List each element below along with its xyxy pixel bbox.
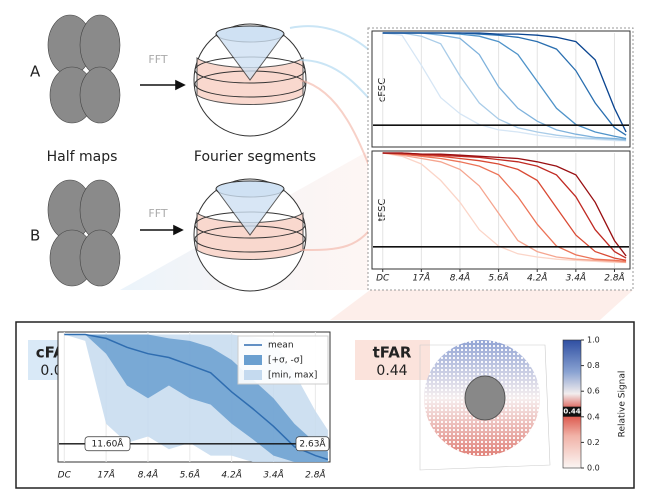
x-tick-label: 3.4Å — [263, 469, 283, 481]
fft-label: FFT — [148, 53, 167, 66]
legend-swatch — [244, 355, 262, 365]
colorbar-tick-label: 0.4 — [587, 412, 600, 421]
colorbar-tick-label: 0.8 — [587, 361, 600, 370]
tfar-title: tFAR — [373, 344, 412, 362]
fsc-curve — [382, 152, 627, 264]
annotation-box — [295, 436, 330, 452]
x-tick-label: 2.8Å — [604, 272, 624, 284]
tfar-sphere — [419, 340, 551, 471]
x-tick-label: 5.6Å — [180, 469, 200, 481]
legend-swatch — [244, 370, 262, 380]
fsc-curve — [382, 152, 627, 263]
x-tick-label: DC — [376, 274, 390, 284]
colorbar-tick-label: 0.6 — [587, 387, 600, 396]
caption: Fourier segments — [194, 149, 316, 165]
fft-label: FFT — [148, 207, 167, 220]
legend-label: mean — [268, 341, 294, 351]
x-tick-label: 17Å — [413, 272, 431, 284]
colorbar-tick-label: 1.0 — [587, 336, 600, 345]
x-tick-label: 8.4Å — [138, 469, 158, 481]
row-label: B — [30, 227, 40, 245]
beam — [330, 290, 633, 320]
fsc-curve — [382, 152, 627, 257]
annotation: 11.60Å — [92, 437, 125, 449]
colorbar-tick-label: 0.2 — [587, 438, 600, 447]
colorbar-label: Relative Signal — [618, 371, 628, 438]
colorbar — [562, 339, 582, 469]
x-tick-label: 3.4Å — [566, 272, 586, 284]
fsc-curve — [382, 152, 627, 261]
x-tick-label: 5.6Å — [488, 272, 508, 284]
fsc-curve — [382, 32, 627, 142]
row-label: A — [30, 63, 41, 81]
fsc-curve — [382, 32, 627, 142]
tfar-value: 0.44 — [376, 363, 407, 379]
tfar-box — [355, 340, 430, 380]
colorbar-marker — [563, 406, 581, 417]
half-map — [47, 14, 121, 287]
colorbar-marker-label: 0.44 — [563, 408, 580, 416]
arrows — [140, 79, 186, 236]
x-tick-label: 2.8Å — [305, 469, 325, 481]
x-tick-label: 4.2Å — [221, 469, 241, 481]
fsc-curve — [382, 152, 627, 264]
legend-label: [min, max] — [268, 371, 317, 381]
colorbar-tick-label: 0.0 — [587, 464, 600, 473]
fsc-curve — [382, 32, 627, 133]
annotation: 2.63Å — [299, 437, 326, 449]
x-tick-label: DC — [58, 471, 72, 481]
x-tick-label: 4.2Å — [527, 272, 547, 284]
tfsc-panel — [371, 150, 631, 270]
fourier-sphere — [193, 23, 307, 292]
caption: Half maps — [47, 149, 118, 165]
x-tick-label: 8.4Å — [450, 272, 470, 284]
sigma-band — [64, 334, 328, 462]
x-tick-label: 17Å — [97, 469, 115, 481]
annotation-box — [84, 436, 131, 452]
legend-label: [+σ, -σ] — [268, 356, 303, 366]
